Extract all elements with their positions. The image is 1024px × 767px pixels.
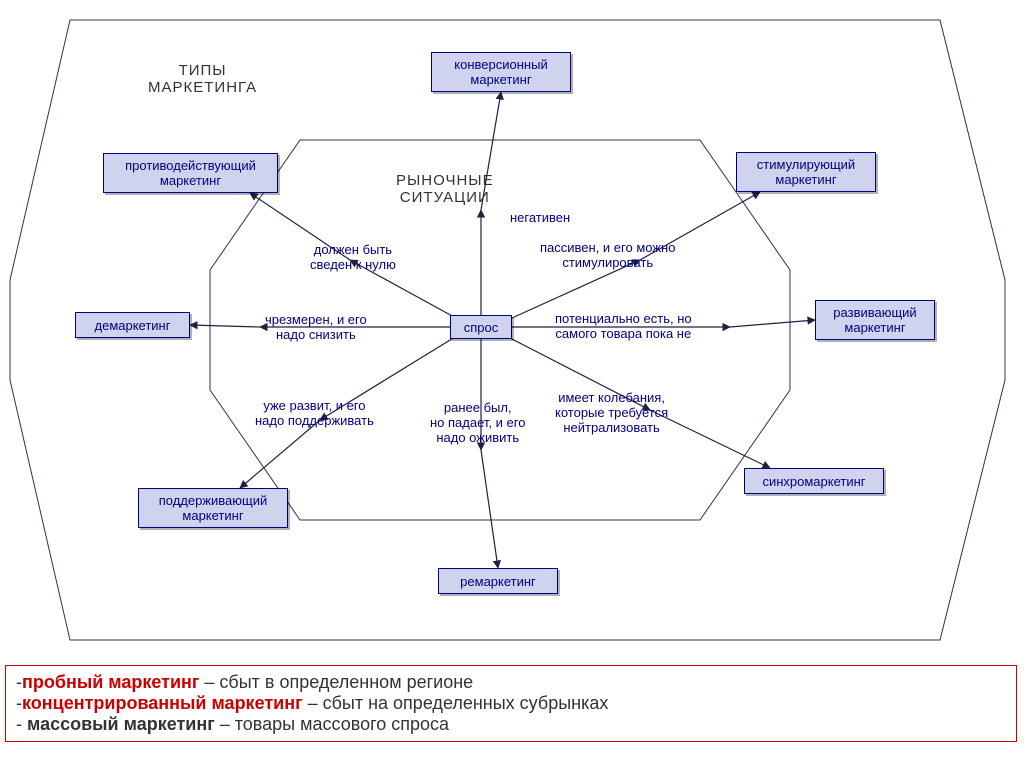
- edge-label-stim: пассивен, и его можно стимулировать: [540, 240, 675, 270]
- edge-outer-razv: [730, 320, 815, 327]
- edge-label-podd: уже развит, и его надо поддерживать: [255, 398, 374, 428]
- outer-title: ТИПЫ МАРКЕТИНГА: [148, 62, 257, 96]
- edge-label-prot: должен быть сведен к нулю: [310, 242, 396, 272]
- edge-label-konv: негативен: [510, 210, 570, 225]
- node-stim: стимулирующий маркетинг: [736, 152, 876, 192]
- edge-label-dem: чрезмерен, и его надо снизить: [265, 312, 367, 342]
- inner-title: РЫНОЧНЫЕ СИТУАЦИИ: [396, 172, 494, 206]
- edge-outer-rem: [481, 450, 498, 568]
- center-node-label: спрос: [464, 320, 499, 335]
- node-dem: демаркетинг: [75, 312, 190, 338]
- edge-outer-podd: [240, 420, 320, 488]
- edge-label-sinh: имеет колебания, которые требуется нейтр…: [555, 390, 668, 435]
- node-razv: развивающий маркетинг: [815, 300, 935, 340]
- node-sinh: синхромаркетинг: [744, 468, 884, 494]
- node-podd: поддерживающий маркетинг: [138, 488, 288, 528]
- footer-line-1: -концентрированный маркетинг – сбыт на о…: [16, 693, 1006, 714]
- node-rem: ремаркетинг: [438, 568, 558, 594]
- diagram-stage: { "canvas": { "width": 1024, "height": 7…: [0, 0, 1024, 767]
- diagram-svg: [0, 0, 1024, 767]
- edge-label-rem: ранее был, но падает, и его надо оживить: [430, 400, 525, 445]
- node-konv: конверсионный маркетинг: [431, 52, 571, 92]
- footer-box: -пробный маркетинг – сбыт в определенном…: [5, 665, 1017, 742]
- center-node: спрос: [450, 315, 512, 339]
- node-prot: противодействующий маркетинг: [103, 153, 278, 193]
- edge-label-razv: потенциально есть, но самого товара пока…: [555, 311, 692, 341]
- footer-line-0: -пробный маркетинг – сбыт в определенном…: [16, 672, 1006, 693]
- edge-outer-dem: [190, 325, 260, 327]
- footer-line-2: - массовый маркетинг – товары массового …: [16, 714, 1006, 735]
